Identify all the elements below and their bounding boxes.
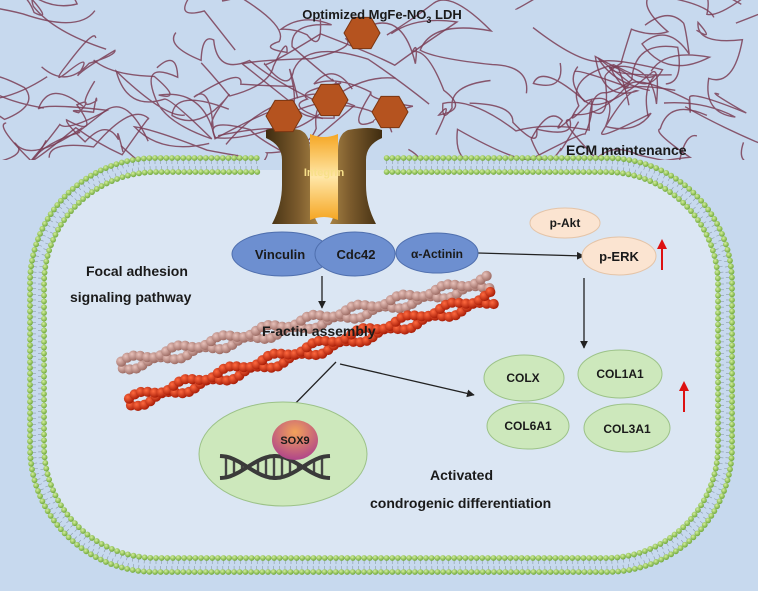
ecm-fiber [41,35,116,79]
p-akt-label: p-Akt [550,216,581,230]
ecm-fiber [663,20,744,118]
focal-adhesion-complex: Vinculin Cdc42 α-Actinin [231,231,479,277]
colx-node [483,354,565,402]
ecm-fiber [200,0,288,97]
actinin-protein [395,232,479,274]
ecm-fiber [572,55,652,136]
nucleus: SOX9 [198,401,368,507]
ecm-fiber [263,19,459,105]
ecm-label: ECM maintenance [566,142,687,158]
col1a1-node [577,349,663,399]
dna-strand [219,454,331,480]
ecm-fiber [93,59,299,140]
col3a1-node [583,403,671,453]
factin-label: F-actin assembly [262,323,376,339]
ecm-fiber [371,22,457,136]
ecm-fiber [1,106,149,160]
ecm-fiber [532,62,672,106]
integrin-receptor: Integrin [266,128,382,224]
ecm-fiber [2,113,150,160]
ecm-fiber [469,102,599,160]
integrin-channel [310,134,338,220]
kinase-group: p-Akt p-ERK [529,207,667,276]
ecm-fiber [550,121,580,160]
ecm-fiber [184,0,236,51]
ecm-fiber [641,14,712,72]
membrane-heads [27,155,735,575]
col1a1-label: COL1A1 [596,367,644,381]
ecm-fiber [132,125,239,160]
ecm-fiber [442,45,680,132]
ecm-fiber [114,59,213,140]
f-actin-filament-dark [123,286,499,411]
p-akt-node [529,207,601,239]
col6a1-node [486,402,570,450]
title-subscript: 3 [426,15,431,25]
ecm-fiber [591,0,715,114]
ecm-fiber [171,76,294,129]
cell-membrane [27,155,735,575]
ecm-fiber [263,99,356,160]
colx-label: COLX [506,371,539,385]
ldh-hexagon [343,16,381,50]
cdc42-protein [314,231,396,277]
col3a1-label: COL3A1 [603,422,651,436]
dna-strand [219,454,331,480]
pathway-label-line2: signaling pathway [70,289,192,305]
ldh-hexagon [311,83,349,117]
title: Optimized MgFe-NO3 LDH [302,7,462,25]
ldh-particles [265,16,409,133]
differentiation-label-line1: Activated [430,467,493,483]
collagen-group: COLX COL1A1 COL6A1 COL3A1 [483,349,689,453]
ecm-fiber [574,70,747,114]
actinin-label: α-Actinin [411,247,463,261]
p-erk-node [581,236,657,276]
arrow-factin-to-collagen [339,363,475,398]
ldh-hexagon [371,95,409,129]
integrin-label: Integrin [304,167,345,179]
ecm-fiber [65,80,124,153]
col6a1-label: COL6A1 [504,419,552,433]
ecm-fiber [658,108,708,160]
vinculin-label: Vinculin [255,247,305,262]
integrin-left-subunit [266,128,318,224]
title-suffix: LDH [431,7,461,22]
sox9-label: SOX9 [280,435,309,447]
ecm-fiber [0,8,96,24]
f-actin-filaments [116,270,499,411]
arrow-actinin-to-erk [477,251,585,260]
ldh-hexagon [265,99,303,133]
differentiation-label-line2: condrogenic differentiation [370,495,551,511]
pathway-label-line1: Focal adhesion [86,263,188,279]
ecm-fiber [0,76,44,121]
sox9-protein [272,420,318,460]
cdc42-label: Cdc42 [336,247,375,262]
integrin-right-subunit [330,128,382,224]
p-erk-label: p-ERK [599,249,639,264]
f-actin-filament-light [116,270,495,375]
title-prefix: Optimized MgFe-NO [302,7,426,22]
ecm-fiber [684,106,758,144]
ecm-fiber [386,0,528,94]
dna-helix [219,454,331,480]
